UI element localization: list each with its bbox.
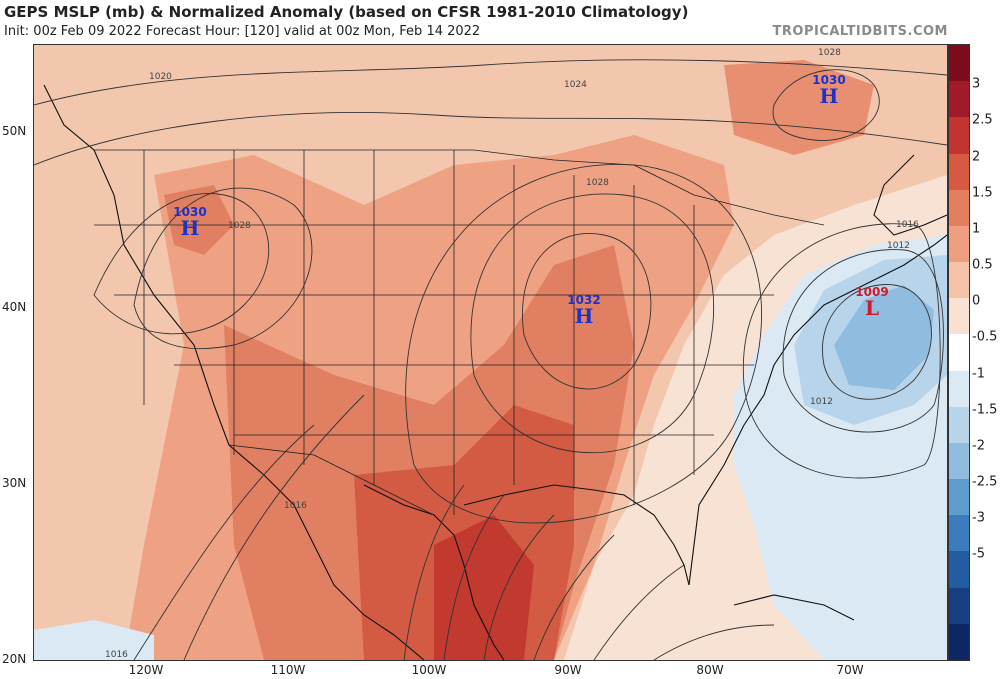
- atlantic-coast: [688, 234, 947, 586]
- low-pressure-center: 1009 L: [855, 285, 889, 320]
- colorbar-tick-label: 3: [972, 76, 981, 92]
- isobar-label: 1012: [810, 397, 833, 407]
- colorbar-segment: [949, 45, 969, 82]
- isobar-2: [34, 112, 947, 166]
- colorbar-tick-label: -5: [972, 546, 985, 562]
- colorbar-segment: [949, 406, 969, 443]
- anomaly-negative-core: [834, 285, 934, 390]
- colorbar-segment: [949, 370, 969, 407]
- lat-label: 40N: [2, 300, 27, 314]
- lon-label: 70W: [836, 663, 864, 677]
- isobar-high-central-2: [470, 193, 715, 454]
- isobar-label: 1028: [818, 48, 841, 58]
- mslp-anomaly-map: 1020 1024 1028 1028 1028 1016 1012 1012 …: [33, 44, 948, 661]
- isobar-label: 1024: [564, 80, 587, 90]
- isobar-label: 1016: [105, 650, 128, 660]
- high-pressure-center: 1032 H: [567, 293, 601, 328]
- isobar-high-west-2: [133, 187, 313, 350]
- isobar-high-central: [522, 233, 652, 390]
- isobar-mx-4: [533, 534, 615, 660]
- isobar-label: 1012: [887, 241, 910, 251]
- colorbar: [948, 44, 970, 661]
- isobar-sw-1: [183, 394, 365, 660]
- isobar-label: 1028: [586, 178, 609, 188]
- isobar-mx-5: [593, 564, 685, 660]
- isobar-high-central-3: [405, 164, 762, 524]
- us-canada-border: [94, 149, 825, 226]
- pacific-coast: [43, 84, 425, 660]
- colorbar-segment: [949, 153, 969, 190]
- colorbar-segment: [949, 81, 969, 118]
- colorbar-segment: [949, 334, 969, 371]
- isobar-label: 1016: [284, 501, 307, 511]
- isobar-mx-1: [403, 484, 465, 660]
- lon-label: 110W: [270, 663, 306, 677]
- high-pressure-center: 1030 H: [812, 73, 846, 108]
- colorbar-segment: [949, 623, 969, 660]
- colorbar-segment: [949, 479, 969, 516]
- colorbar-tick-label: -1.5: [972, 402, 998, 418]
- colorbar-tick-label: -2: [972, 438, 985, 454]
- isobar-label: 1028: [228, 221, 251, 231]
- brand-watermark: TROPICALTIDBITS.COM: [772, 24, 948, 39]
- map-title: GEPS MSLP (mb) & Normalized Anomaly (bas…: [4, 3, 689, 21]
- colorbar-tick-label: 1.5: [972, 185, 993, 201]
- map-canvas: [34, 45, 947, 660]
- isobar-caribbean: [653, 624, 775, 660]
- colorbar-segment: [949, 551, 969, 588]
- borders: [94, 149, 825, 516]
- colorbar-tick-label: -1: [972, 366, 985, 382]
- high-pressure-center: 1030 H: [173, 205, 207, 240]
- isobar-sw-2: [133, 424, 315, 660]
- colorbar-segment: [949, 189, 969, 226]
- lon-label: 100W: [411, 663, 447, 677]
- isobar-low-2: [782, 249, 944, 433]
- isobar-mx-3: [483, 514, 555, 660]
- colorbar-segment: [949, 117, 969, 154]
- isobar-1: [34, 59, 947, 106]
- lon-label: 80W: [696, 663, 724, 677]
- colorbar-tick-label: -0.5: [972, 329, 998, 345]
- lat-label: 30N: [2, 476, 27, 490]
- anomaly-negative-sw: [34, 620, 154, 660]
- colorbar-tick-label: -2.5: [972, 474, 998, 490]
- colorbar-segment: [949, 442, 969, 480]
- colorbar-segment: [949, 262, 969, 299]
- isobar-label: 1016: [896, 220, 919, 230]
- colorbar-tick-label: 0: [972, 293, 981, 309]
- colorbar-tick-label: 2: [972, 149, 981, 165]
- colorbar-tick-label: 0.5: [972, 257, 993, 273]
- map-subtitle: Init: 00z Feb 09 2022 Forecast Hour: [12…: [4, 24, 481, 39]
- colorbar-tick-label: -3: [972, 510, 985, 526]
- cuba: [733, 594, 855, 621]
- isobar-high-west: [93, 193, 269, 335]
- coastlines: [43, 84, 947, 660]
- isobar-label: 1020: [149, 72, 172, 82]
- lat-label: 50N: [2, 124, 27, 138]
- isobar-mx-2: [443, 494, 505, 660]
- isobar-high-ne: [772, 69, 880, 141]
- lat-label: 20N: [2, 652, 27, 666]
- gulf-coast: [463, 484, 690, 586]
- isobar-low-3: [742, 223, 941, 479]
- colorbar-tick-label: 1: [972, 221, 981, 237]
- lon-label: 120W: [128, 663, 164, 677]
- anomaly-zone-west: [164, 185, 234, 255]
- colorbar-segment: [949, 515, 969, 552]
- isobars: [34, 59, 947, 660]
- gulf-mexico-west: [363, 484, 505, 660]
- colorbar-tick-label: 2.5: [972, 112, 993, 128]
- anomaly-zone-ne: [724, 60, 874, 155]
- colorbar-segment: [949, 587, 969, 624]
- nova-scotia: [873, 154, 947, 236]
- colorbar-segment: [949, 298, 969, 335]
- isobar-low-1: [822, 284, 932, 400]
- lon-label: 90W: [554, 663, 582, 677]
- colorbar-segment: [949, 225, 969, 263]
